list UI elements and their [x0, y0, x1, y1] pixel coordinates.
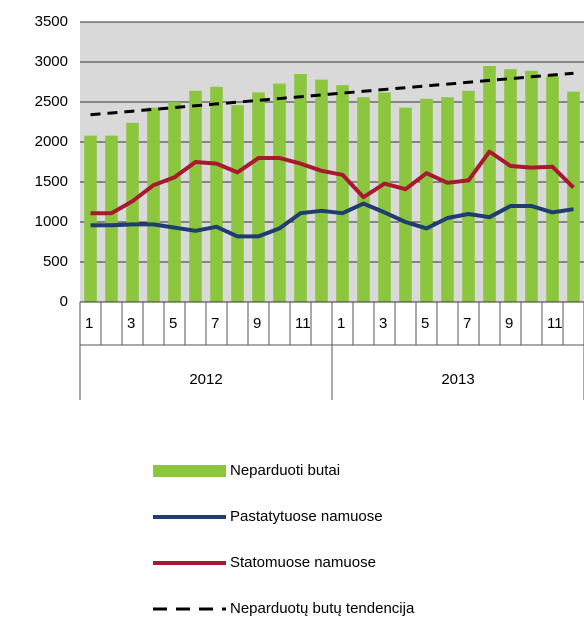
x-tick-label: 3	[127, 315, 135, 332]
bar	[273, 83, 286, 302]
x-tick-label: 11	[547, 315, 563, 332]
y-tick-label: 2500	[35, 93, 68, 110]
x-tick-label: 1	[85, 315, 93, 332]
legend-label: Neparduoti butai	[230, 462, 340, 479]
series-line	[90, 149, 575, 216]
bar	[483, 66, 496, 302]
bar	[126, 122, 139, 302]
bar	[105, 135, 118, 302]
bar	[378, 92, 391, 303]
series-line	[90, 71, 574, 117]
bar	[210, 86, 223, 302]
legend-label: Neparduotų butų tendencija	[230, 600, 415, 617]
bar	[84, 135, 97, 302]
legend-label: Pastatytuose namuose	[230, 508, 383, 525]
x-tick-label: 3	[379, 315, 387, 332]
bar	[357, 97, 370, 302]
bar	[315, 79, 328, 302]
group-label: 2012	[189, 371, 222, 388]
y-tick-label: 1500	[35, 173, 68, 190]
bar	[252, 92, 265, 303]
series-line	[90, 201, 574, 239]
bar	[399, 107, 412, 302]
bar	[462, 90, 475, 302]
bar	[525, 70, 538, 302]
legend-swatch	[153, 465, 226, 477]
bar	[420, 98, 433, 302]
x-tick-label: 9	[253, 315, 261, 332]
x-tick-label: 5	[421, 315, 429, 332]
y-tick-label: 2000	[35, 133, 68, 150]
x-tick-label: 5	[169, 315, 177, 332]
legend-label: Statomuose namuose	[230, 554, 376, 571]
bar	[168, 102, 181, 302]
y-tick-label: 0	[60, 293, 68, 310]
x-tick-label: 1	[337, 315, 345, 332]
x-tick-label: 9	[505, 315, 513, 332]
x-tick-label: 11	[295, 315, 311, 332]
bar	[189, 90, 202, 302]
plot-area	[80, 22, 584, 302]
group-label: 2013	[441, 371, 474, 388]
bar	[294, 74, 307, 302]
x-tick-label: 7	[463, 315, 471, 332]
y-tick-label: 3500	[35, 13, 68, 30]
bar	[567, 91, 580, 302]
y-tick-label: 3000	[35, 53, 68, 70]
y-tick-label: 500	[43, 253, 68, 270]
x-tick-label: 7	[211, 315, 219, 332]
bar	[441, 97, 454, 302]
bar	[336, 85, 349, 302]
bar	[546, 76, 559, 303]
y-tick-label: 1000	[35, 213, 68, 230]
bar	[147, 107, 160, 302]
bar	[231, 105, 244, 302]
bar	[504, 69, 517, 302]
